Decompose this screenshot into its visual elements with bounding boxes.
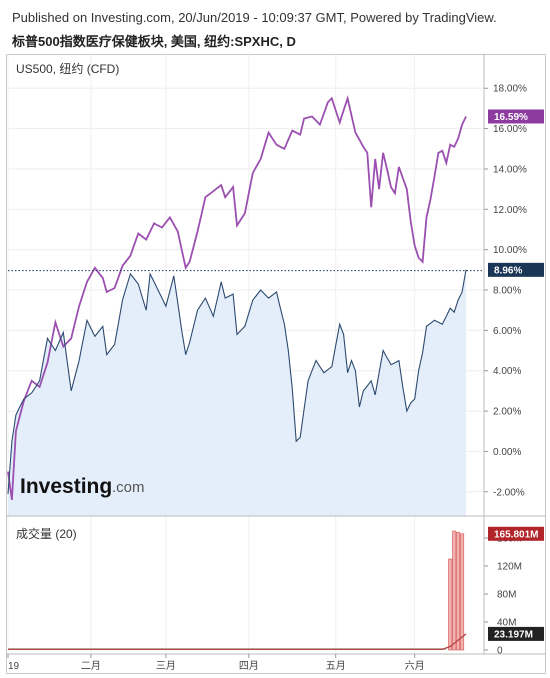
main-last-value-badge <box>488 262 544 277</box>
investing-logo-suffix: .com <box>112 479 145 496</box>
volume-bar <box>452 530 457 651</box>
volume-last-value-badge <box>488 526 544 541</box>
time-tick-label: 六月 <box>405 660 425 672</box>
price-tick-label: 0.00% <box>493 447 521 458</box>
price-tick-label: 10.00% <box>493 245 527 256</box>
price-tick-label: 4.00% <box>493 366 521 377</box>
price-tick-label: 2.00% <box>493 407 521 418</box>
volume-pane-title: 成交量 (20) <box>16 526 77 541</box>
price-pane-title: US500, 纽约 (CFD) <box>16 61 119 76</box>
volume-tick-label: 0 <box>497 646 503 657</box>
investing-logo: Investing <box>20 475 112 498</box>
time-tick-label: 五月 <box>326 660 346 672</box>
price-tick-label: 12.00% <box>493 205 527 216</box>
volume-tick-label: 40M <box>497 618 516 629</box>
price-tick-label: 8.00% <box>493 286 521 297</box>
price-tick-label: 14.00% <box>493 164 527 175</box>
instrument-title: 标普500指数医疗保健板块, 美国, 纽约:SPXHC, D <box>12 34 296 49</box>
time-tick-label: 19 <box>8 661 20 672</box>
chart-frame <box>6 54 546 674</box>
volume-ma-line <box>8 633 467 650</box>
price-tick-label: 6.00% <box>493 326 521 337</box>
volume-ma-last-value-label: 23.197M <box>494 629 533 640</box>
main-series-line <box>7 269 467 494</box>
main-last-value-label: 8.96% <box>494 265 522 276</box>
volume-tick-label: 80M <box>497 590 516 601</box>
price-tick-label: 18.00% <box>493 84 527 95</box>
compare-last-value-badge <box>488 109 544 124</box>
compare-series-line <box>7 94 467 501</box>
volume-last-value-label: 165.801M <box>494 529 538 540</box>
volume-tick-label: 120M <box>497 562 522 573</box>
time-tick-label: 四月 <box>239 660 259 672</box>
volume-bar <box>448 558 453 651</box>
compare-last-value-label: 16.59% <box>494 112 528 123</box>
volume-ma-last-value-badge <box>488 626 544 641</box>
time-tick-label: 二月 <box>81 660 101 672</box>
volume-bar <box>460 533 465 651</box>
volume-bar <box>456 532 461 651</box>
time-tick-label: 三月 <box>156 660 176 672</box>
publish-info: Published on Investing.com, 20/Jun/2019 … <box>12 10 497 25</box>
price-tick-label: -2.00% <box>493 487 525 498</box>
main-area <box>8 269 466 516</box>
price-tick-label: 16.00% <box>493 124 527 135</box>
